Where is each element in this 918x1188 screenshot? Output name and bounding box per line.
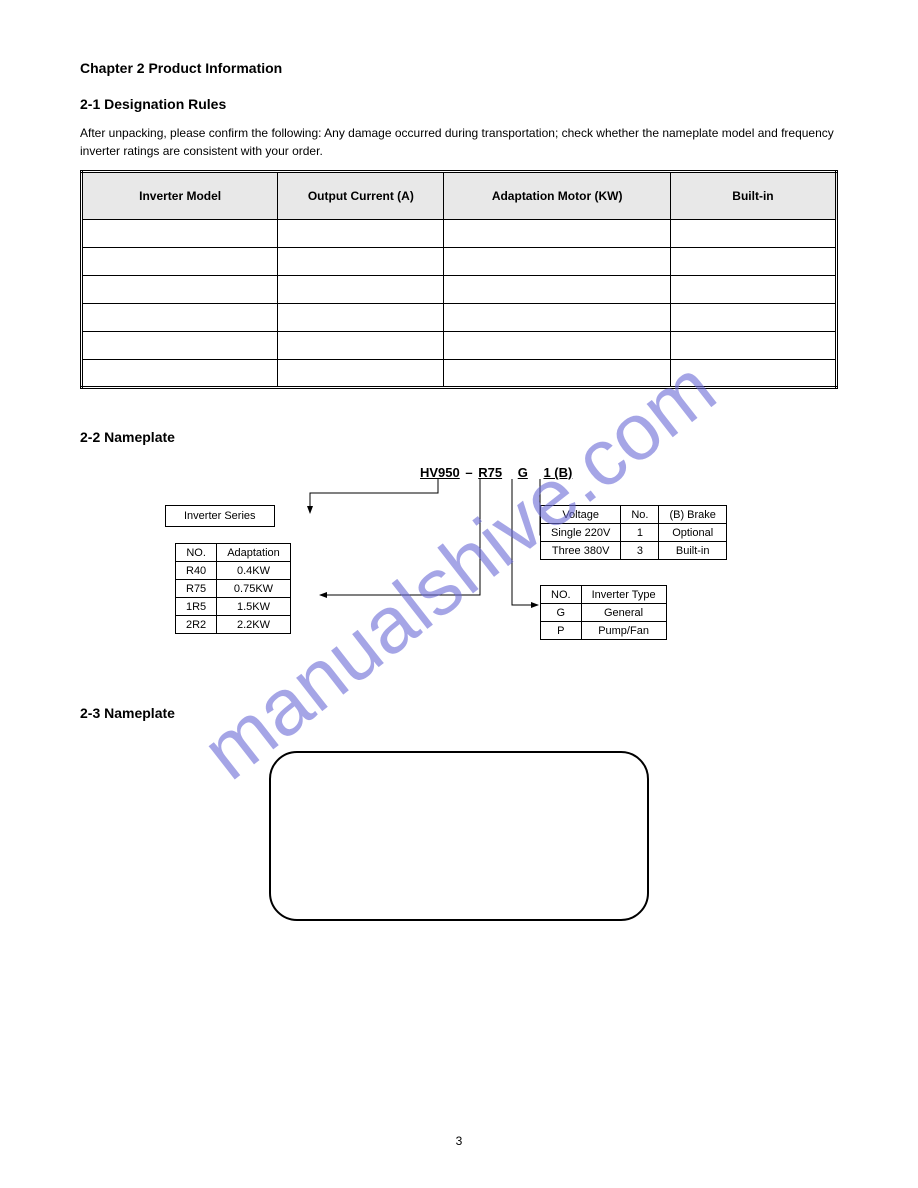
cell: 2.2KW bbox=[217, 616, 291, 634]
type-table: NO. Inverter Type G General P Pump/Fan bbox=[540, 585, 667, 640]
cell: 2R2 bbox=[176, 616, 217, 634]
cell: R75 bbox=[176, 580, 217, 598]
table-row: NO. Adaptation bbox=[176, 544, 291, 562]
code-sep: – bbox=[465, 465, 472, 480]
th: Inverter Type bbox=[581, 586, 666, 604]
series-box: Inverter Series bbox=[165, 505, 275, 527]
table-header-row: Inverter Model Output Current (A) Adapta… bbox=[82, 172, 837, 220]
th-motor: Adaptation Motor (KW) bbox=[444, 172, 671, 220]
cell: Three 380V bbox=[541, 542, 621, 560]
th: Adaptation bbox=[217, 544, 291, 562]
table-row: Single 220V 1 Optional bbox=[541, 524, 727, 542]
table-row: Three 380V 3 Built-in bbox=[541, 542, 727, 560]
voltage-table: Voltage No. (B) Brake Single 220V 1 Opti… bbox=[540, 505, 727, 560]
table-row bbox=[82, 332, 837, 360]
th: No. bbox=[621, 506, 659, 524]
table-body bbox=[82, 220, 837, 388]
cell: Single 220V bbox=[541, 524, 621, 542]
table-row: Voltage No. (B) Brake bbox=[541, 506, 727, 524]
table-row bbox=[82, 220, 837, 248]
code-part: R75 bbox=[478, 465, 502, 480]
th: NO. bbox=[541, 586, 582, 604]
table-row: 1R5 1.5KW bbox=[176, 598, 291, 616]
cell: R40 bbox=[176, 562, 217, 580]
cell: 1.5KW bbox=[217, 598, 291, 616]
model-code: HV950 – R75 G 1 (B) bbox=[420, 465, 572, 480]
spec-table: Inverter Model Output Current (A) Adapta… bbox=[80, 170, 838, 389]
table-row: R75 0.75KW bbox=[176, 580, 291, 598]
code-part: HV950 bbox=[420, 465, 460, 480]
table-row: G General bbox=[541, 604, 667, 622]
code-part: G bbox=[518, 465, 528, 480]
section3-title: 2-3 Nameplate bbox=[80, 705, 838, 721]
model-diagram: HV950 – R75 G 1 (B) Inverter Series bbox=[80, 465, 838, 665]
th: Voltage bbox=[541, 506, 621, 524]
table-row bbox=[82, 304, 837, 332]
cell: 3 bbox=[621, 542, 659, 560]
code-part: 1 (B) bbox=[543, 465, 572, 480]
table-row: R40 0.4KW bbox=[176, 562, 291, 580]
cell: 1 bbox=[621, 524, 659, 542]
cell: Built-in bbox=[659, 542, 726, 560]
table-row bbox=[82, 276, 837, 304]
intro-text: After unpacking, please confirm the foll… bbox=[80, 124, 838, 160]
cell: G bbox=[541, 604, 582, 622]
nameplate-box bbox=[269, 751, 649, 921]
table-row bbox=[82, 248, 837, 276]
table-row bbox=[82, 360, 837, 388]
cell: P bbox=[541, 622, 582, 640]
th: NO. bbox=[176, 544, 217, 562]
section2-title: 2-2 Nameplate bbox=[80, 429, 838, 445]
cell: 0.4KW bbox=[217, 562, 291, 580]
table-row: 2R2 2.2KW bbox=[176, 616, 291, 634]
cell: Pump/Fan bbox=[581, 622, 666, 640]
table-row: P Pump/Fan bbox=[541, 622, 667, 640]
th-model: Inverter Model bbox=[82, 172, 278, 220]
cell: Optional bbox=[659, 524, 726, 542]
adaptation-table: NO. Adaptation R40 0.4KW R75 0.75KW 1R5 … bbox=[175, 543, 291, 634]
cell: General bbox=[581, 604, 666, 622]
table-row: NO. Inverter Type bbox=[541, 586, 667, 604]
th-current: Output Current (A) bbox=[278, 172, 444, 220]
cell: 0.75KW bbox=[217, 580, 291, 598]
chapter-title: Chapter 2 Product Information bbox=[80, 60, 838, 76]
section1-title: 2-1 Designation Rules bbox=[80, 96, 838, 112]
th-builtin: Built-in bbox=[670, 172, 836, 220]
page-content: Chapter 2 Product Information 2-1 Design… bbox=[0, 0, 918, 981]
th: (B) Brake bbox=[659, 506, 726, 524]
page-number: 3 bbox=[0, 1134, 918, 1148]
nameplate-wrap bbox=[80, 751, 838, 921]
cell: 1R5 bbox=[176, 598, 217, 616]
